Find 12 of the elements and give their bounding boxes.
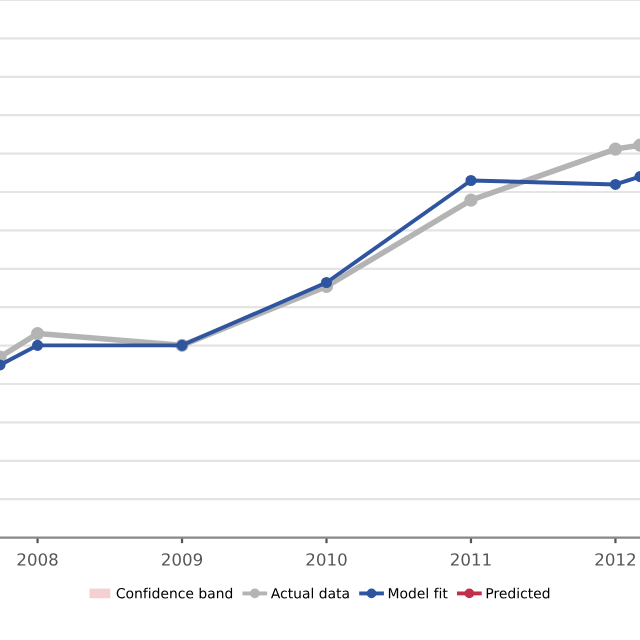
- x-tick-label: 2011: [450, 553, 491, 566]
- x-tick-label: 2008: [17, 553, 58, 566]
- point: [32, 339, 44, 351]
- point: [609, 178, 621, 190]
- point: [465, 174, 477, 187]
- point: [608, 142, 623, 156]
- point: [30, 326, 45, 341]
- x-tick-label: 2010: [306, 553, 347, 566]
- point: [320, 276, 333, 289]
- point: [464, 193, 478, 207]
- x-tick-label: 2009: [162, 553, 203, 566]
- x-tick-label: 2012: [595, 553, 635, 566]
